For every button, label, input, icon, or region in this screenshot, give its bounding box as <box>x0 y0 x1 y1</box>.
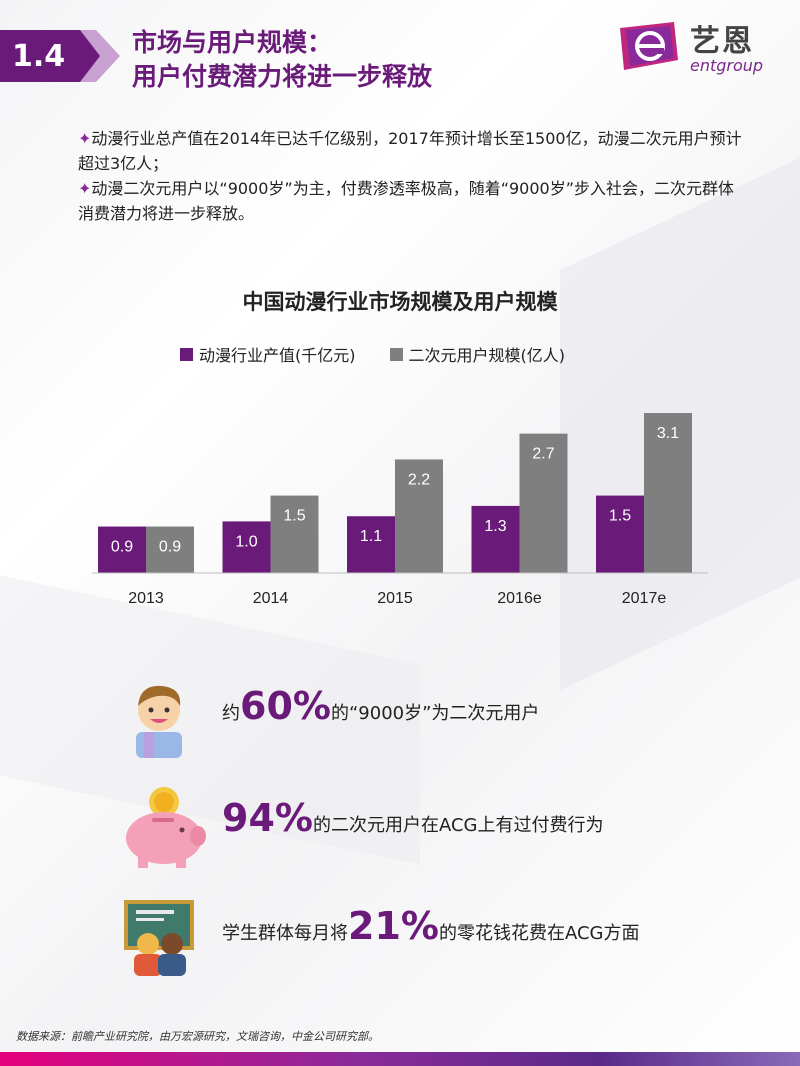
bar-users <box>270 495 319 573</box>
bar-output <box>222 521 271 573</box>
chart-title: 中国动漫行业市场规模及用户规模 <box>242 290 558 314</box>
stat-value: 94% <box>222 796 313 840</box>
stat-94: 94%的二次元用户在ACG上有过付费行为 <box>222 796 603 840</box>
x-tick-label: 2017e <box>622 590 667 607</box>
page-title-line1: 市场与用户规模： <box>132 28 333 57</box>
entgroup-logo: 艺恩 entgroup <box>612 16 787 78</box>
bar-output <box>98 526 146 573</box>
bullet-text: 动漫二次元用户以“9000岁”为主，付费渗透率极高，随着“9000岁”步入社会，… <box>78 179 735 223</box>
x-tick-label: 2016e <box>497 590 542 607</box>
legend-swatch <box>389 347 403 361</box>
legend-label: 动漫行业产值(千亿元) <box>199 346 356 365</box>
students-icon <box>124 900 194 976</box>
bar-value-label: 1.1 <box>360 528 382 545</box>
chart-legend: 动漫行业产值(千亿元) 二次元用户规模(亿人) <box>180 342 565 366</box>
child-icon <box>136 685 182 758</box>
bar-output <box>596 495 644 573</box>
bottom-bar <box>0 1052 800 1066</box>
star-icon: ✦ <box>78 129 92 148</box>
bar-users <box>519 433 568 573</box>
x-tick-label: 2013 <box>128 590 164 607</box>
legend-label: 二次元用户规模(亿人) <box>408 346 566 365</box>
bullet-item: ✦动漫行业总产值在2014年已达千亿级别，2017年预计增长至1500亿，动漫二… <box>78 126 748 176</box>
piggy-bank-icon <box>126 787 206 868</box>
bar-value-label: 2.2 <box>408 471 430 488</box>
bar-value-label: 1.5 <box>609 508 631 525</box>
section-number: 1.4 <box>0 30 100 82</box>
bar-value-label: 1.0 <box>235 533 257 550</box>
bar-chart: 0.9 0.9 2013 1.0 1.5 2014 1.1 2.2 2015 1.3 2.7 2016… <box>92 413 708 607</box>
bar-value-label: 3.1 <box>657 425 679 442</box>
x-tick-label: 2015 <box>377 590 413 607</box>
bar-output <box>347 516 395 573</box>
bar-users <box>395 459 443 573</box>
data-source: 数据来源：前瞻产业研究院，由万宏源研究，文瑞咨询，中金公司研究部。 <box>16 1030 379 1043</box>
bar-value-label: 0.9 <box>159 539 181 556</box>
page-title: 市场与用户规模： 用户付费潜力将进一步释放 <box>132 26 432 94</box>
bar-users <box>146 526 194 573</box>
star-icon: ✦ <box>78 179 92 198</box>
stat-suffix: 的二次元用户在ACG上有过付费行为 <box>312 815 604 836</box>
stat-value: 60% <box>240 684 331 728</box>
logo-mark-icon <box>620 22 678 70</box>
bar-value-label: 1.3 <box>484 518 506 535</box>
stat-suffix: 的“9000岁”为二次元用户 <box>330 703 540 724</box>
bar-output <box>471 505 520 573</box>
summary-bullets: ✦动漫行业总产值在2014年已达千亿级别，2017年预计增长至1500亿，动漫二… <box>78 126 748 226</box>
legend-item-output: 动漫行业产值(千亿元) <box>180 342 356 366</box>
bullet-text: 动漫行业总产值在2014年已达千亿级别，2017年预计增长至1500亿，动漫二次… <box>78 129 742 173</box>
stat-suffix: 的零花钱花费在ACG方面 <box>438 923 640 944</box>
logo-en-text: entgroup <box>690 56 764 75</box>
legend-item-users: 二次元用户规模(亿人) <box>389 342 566 366</box>
stat-value: 21% <box>348 904 439 948</box>
bar-value-label: 1.5 <box>283 508 305 525</box>
stat-60: 约60%的“9000岁”为二次元用户 <box>222 684 539 728</box>
bar-value-label: 2.7 <box>532 446 554 463</box>
stat-prefix: 学生群体每月将 <box>222 923 348 944</box>
logo-cn-text: 艺恩 <box>690 24 754 59</box>
x-tick-label: 2014 <box>253 590 289 607</box>
stat-prefix: 约 <box>222 703 240 724</box>
bar-value-label: 0.9 <box>111 539 133 556</box>
page-title-line2: 用户付费潜力将进一步释放 <box>132 62 433 91</box>
bullet-item: ✦动漫二次元用户以“9000岁”为主，付费渗透率极高，随着“9000岁”步入社会… <box>78 176 748 226</box>
stat-21: 学生群体每月将21%的零花钱花费在ACG方面 <box>222 904 639 948</box>
legend-swatch <box>180 347 193 361</box>
bar-users <box>644 413 692 573</box>
